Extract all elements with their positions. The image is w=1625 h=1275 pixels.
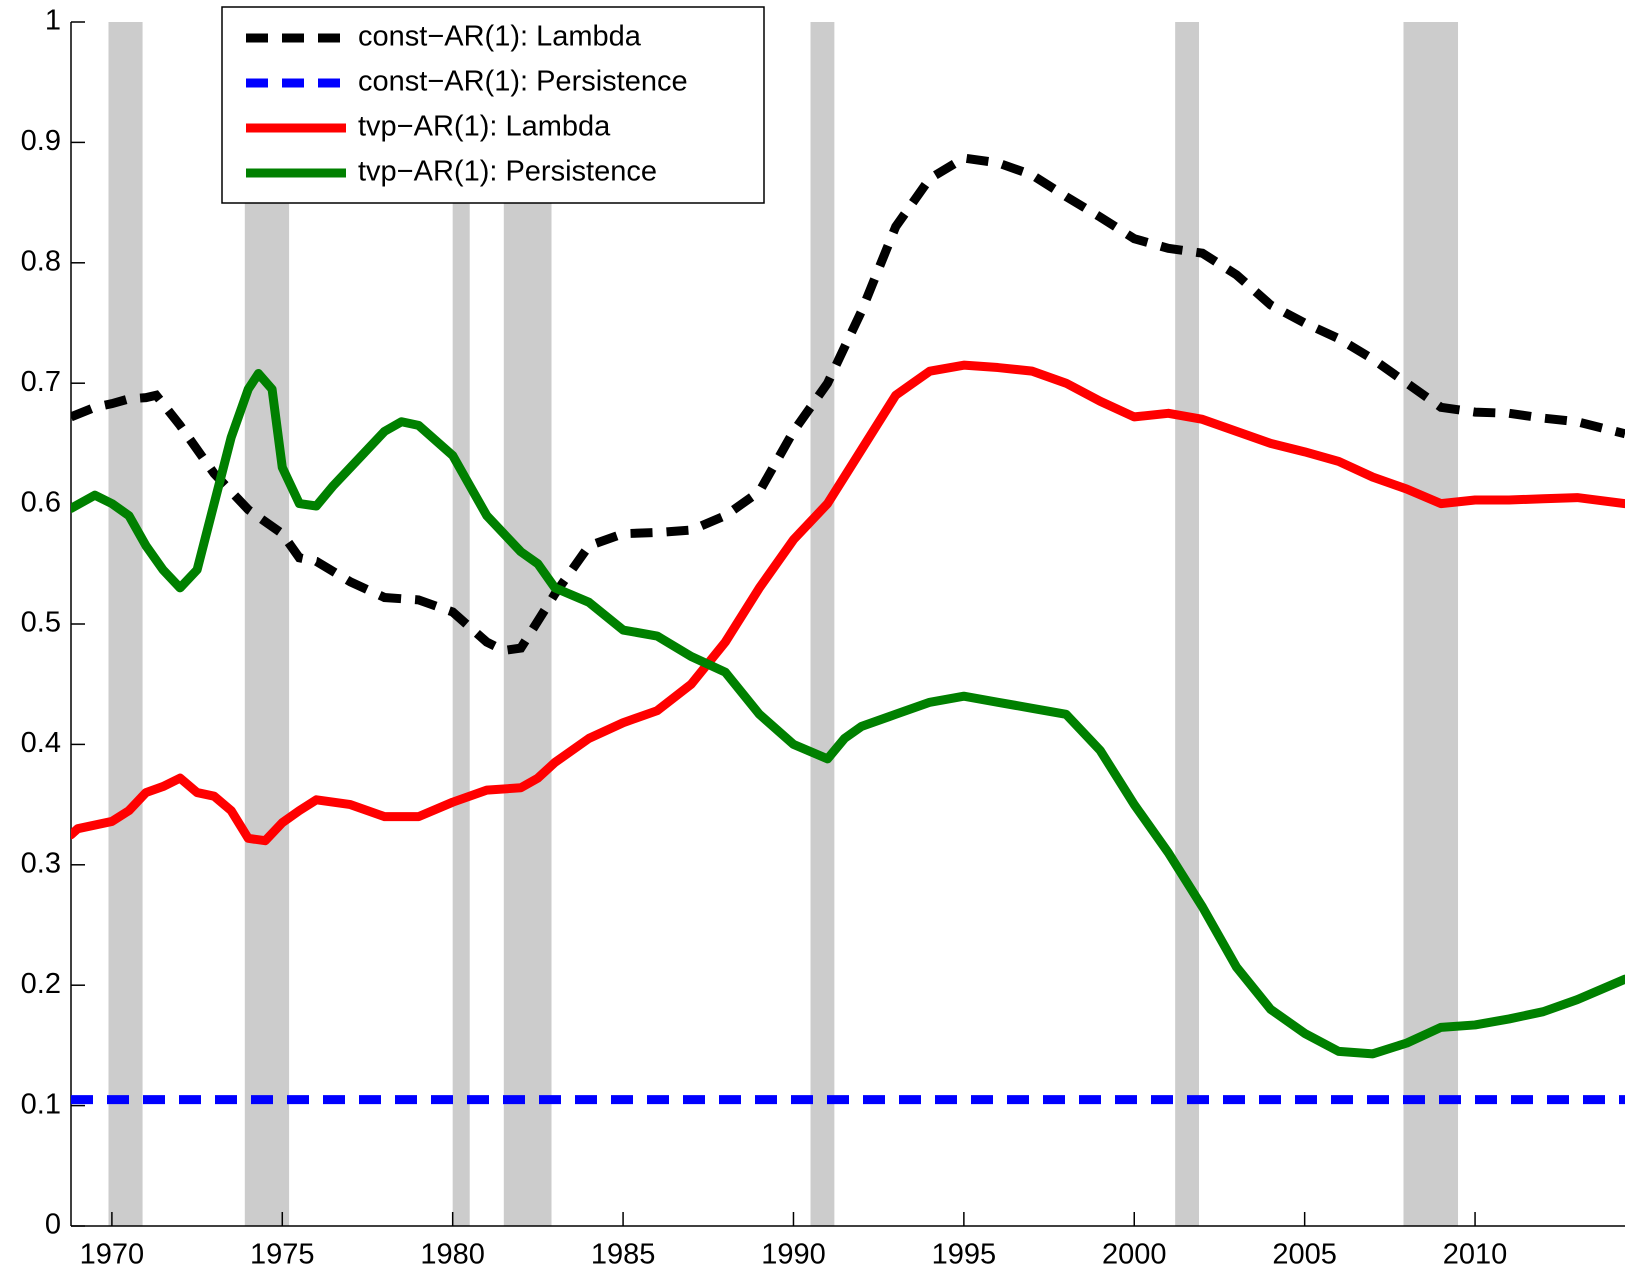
y-tick-label: 0.4 [21,727,61,759]
y-tick-label: 0.3 [21,847,61,879]
y-tick-label: 1 [45,5,61,37]
shaded-period [1175,22,1200,1226]
legend-label: tvp−AR(1): Lambda [358,111,611,143]
x-tick-label: 1975 [250,1239,315,1271]
legend-label: tvp−AR(1): Persistence [358,156,657,188]
x-tick-label: 1980 [420,1239,485,1271]
x-tick-label: 2005 [1272,1239,1337,1271]
y-tick-label: 0.6 [21,486,61,518]
x-tick-label: 1970 [80,1239,145,1271]
x-tick-label: 1995 [932,1239,997,1271]
legend-box [221,6,765,204]
x-tick-label: 2000 [1102,1239,1167,1271]
y-tick-label: 0.9 [21,125,61,157]
series-line [71,360,1625,846]
series-line [71,153,1625,656]
y-tick-label: 0.5 [21,607,61,639]
shaded-period [810,22,835,1226]
y-tick-label: 0.7 [21,366,61,398]
x-tick-label: 1990 [761,1239,826,1271]
series-line [71,369,1625,1059]
shaded-period [244,22,290,1226]
x-tick-label: 2010 [1443,1239,1508,1271]
legend-label: const−AR(1): Lambda [358,21,642,53]
y-tick-label: 0.8 [21,245,61,277]
y-tick-label: 0 [45,1209,61,1241]
x-tick-label: 1985 [591,1239,656,1271]
y-tick-label: 0.2 [21,968,61,1000]
legend-label: const−AR(1): Persistence [358,66,688,98]
shaded-period [108,22,143,1226]
shaded-period [503,22,552,1226]
y-tick-label: 0.1 [21,1088,61,1120]
